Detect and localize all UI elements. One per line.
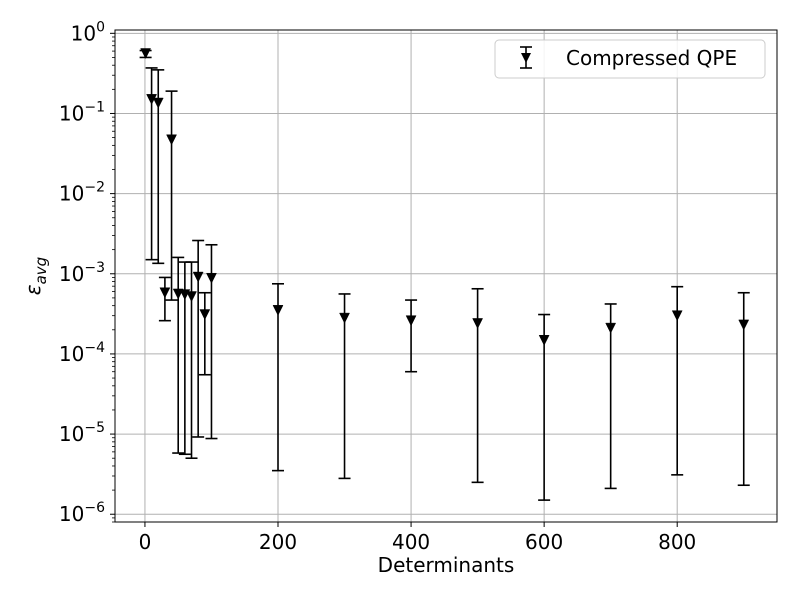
data-point: [272, 305, 284, 316]
y-tick-label: 10−2: [59, 180, 105, 206]
data-point: [140, 48, 152, 60]
data-point: [538, 335, 550, 346]
y-tick-exponent: −2: [84, 180, 105, 196]
legend-label: Compressed QPE: [566, 46, 737, 70]
y-tick-base: 10: [59, 422, 84, 446]
y-tick-base: 10: [59, 342, 84, 366]
data-point: [166, 134, 177, 146]
data-point: [605, 322, 617, 334]
plot-area: [139, 48, 750, 501]
y-tick-label: 10−5: [59, 420, 105, 446]
x-tick-label: 800: [658, 530, 696, 554]
y-axis-label: εavg: [21, 257, 50, 295]
y-tick-exponent: −1: [84, 99, 105, 115]
y-tick-exponent: −6: [84, 500, 105, 516]
data-point: [159, 287, 171, 299]
y-tick-base: 10: [59, 502, 84, 526]
data-point: [405, 315, 417, 327]
data-point: [738, 319, 750, 331]
x-tick-label: 600: [525, 530, 563, 554]
x-tick-label: 0: [139, 530, 152, 554]
y-axis-label-symbol: ε: [21, 284, 45, 295]
data-point: [671, 310, 683, 322]
y-tick-exponent: −3: [84, 260, 105, 276]
y-tick-label: 100: [71, 19, 105, 45]
data-point: [186, 291, 197, 303]
data-point: [472, 318, 484, 330]
y-tick-base: 10: [71, 21, 96, 45]
y-tick-exponent: 0: [96, 19, 105, 35]
legend-marker: [520, 46, 532, 69]
y-tick-label: 10−6: [59, 500, 105, 526]
y-tick-base: 10: [59, 182, 84, 206]
data-point: [339, 312, 350, 324]
y-tick-label: 10−3: [59, 260, 105, 286]
data-point: [199, 309, 211, 321]
y-tick-exponent: −4: [84, 340, 105, 356]
x-tick-label: 400: [392, 530, 430, 554]
y-tick-label: 10−4: [59, 340, 105, 366]
y-tick-exponent: −5: [84, 420, 105, 436]
data-point: [192, 271, 204, 283]
legend-box: [494, 39, 766, 79]
y-tick-base: 10: [59, 262, 84, 286]
data-point: [152, 97, 164, 109]
y-axis-label-subscript: avg: [32, 257, 50, 285]
x-tick-label: 200: [259, 530, 297, 554]
plot-frame: [114, 29, 778, 523]
data-point: [206, 272, 217, 284]
legend-triangle-marker: [521, 53, 531, 63]
legend: Compressed QPE: [494, 39, 766, 79]
y-tick-base: 10: [59, 101, 84, 125]
x-axis-label: Determinants: [378, 553, 515, 577]
grid: [115, 30, 777, 522]
y-tick-label: 10−1: [59, 99, 105, 125]
